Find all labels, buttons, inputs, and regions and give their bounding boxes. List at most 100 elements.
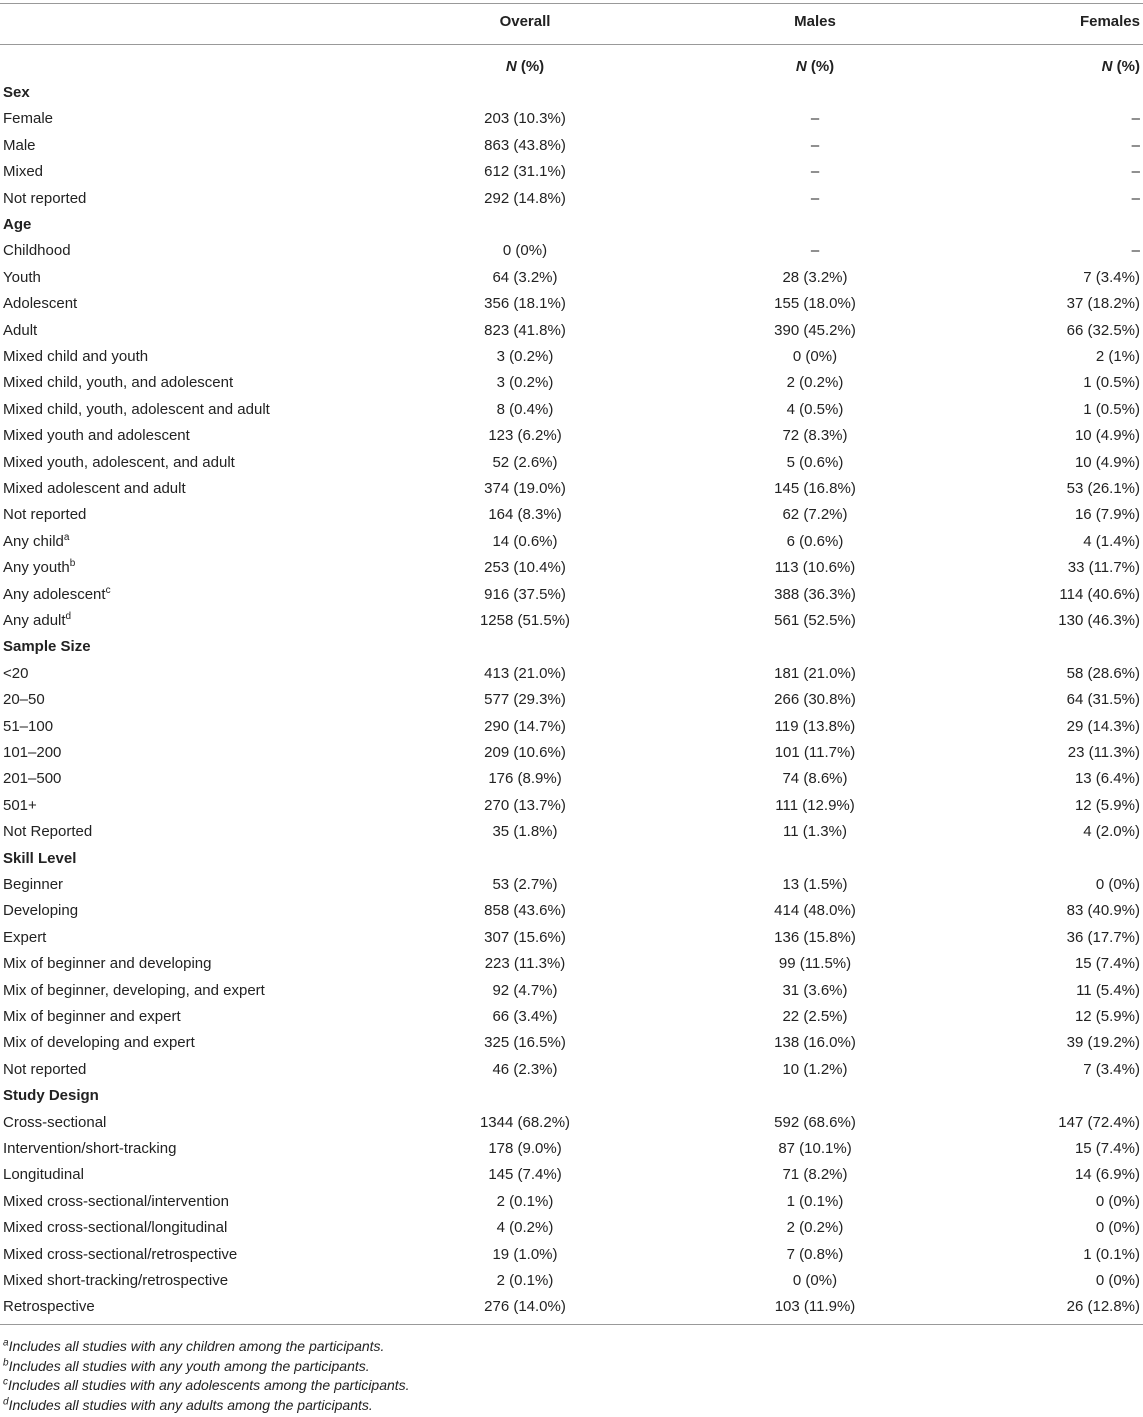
cell: 87 (10.1%): [778, 1140, 852, 1157]
cell: 13 (6.4%): [1074, 770, 1140, 788]
data-row: Retrospective 276 (14.0%) 103 (11.9%) 26 (1…: [0, 1294, 1143, 1320]
row-label-text: Male: [3, 136, 36, 154]
cell: 4 (2.0%): [1083, 823, 1140, 841]
cell: 16 (7.9%): [1074, 506, 1140, 524]
section-row: Sex: [0, 80, 1143, 106]
section-title: Study Design: [3, 1087, 99, 1105]
row-label-text: Not reported: [3, 506, 87, 524]
row-label: Mixed child and youth: [3, 344, 148, 370]
cell: 4 (0.5%): [786, 400, 844, 418]
footnote-text: Includes all studies with any youth amon…: [8, 1357, 370, 1374]
row-label-text: Developing: [3, 902, 79, 920]
row-label-text: 51–100: [3, 717, 54, 735]
row-label-text: Not reported: [3, 189, 87, 207]
cell: 66 (32.5%): [1066, 321, 1140, 339]
cell: –: [810, 189, 820, 207]
cell: 1258 (51.5%): [479, 612, 571, 629]
row-label-text: Intervention/short-tracking: [3, 1140, 177, 1157]
section-title: Age: [3, 216, 32, 233]
cell: –: [1131, 163, 1140, 181]
cell: –: [810, 110, 820, 128]
cell: 23 (11.3%): [1067, 744, 1140, 761]
cell: 12 (5.9%): [1074, 796, 1140, 814]
data-row: Childhood 0 (0%) – –: [0, 238, 1143, 264]
data-row: Mixed child and youth 3 (0.2%) 0 (0%) 2 (1%…: [0, 344, 1143, 370]
cell: 1344 (68.2%): [479, 1113, 571, 1131]
subheader-symbol: N: [1101, 58, 1113, 75]
row-label: Mix of beginner, developing, and expert: [3, 978, 265, 1004]
cell: 4 (0.2%): [496, 1219, 554, 1237]
cell: 64 (31.5%): [1066, 691, 1140, 709]
row-label-text: Expert: [3, 928, 47, 946]
subheader: N (%): [690, 54, 940, 80]
data-row: Beginner 53 (2.7%) 13 (1.5%) 0 (0%): [0, 872, 1143, 898]
cell: 612 (31.1%): [484, 163, 566, 181]
cell: 62 (7.2%): [782, 506, 848, 524]
bottom-rule: [0, 1323, 1143, 1325]
cell: 12 (5.9%): [1074, 1008, 1140, 1025]
cell: 413 (21.0%): [484, 664, 566, 682]
row-label: Mix of beginner and developing: [3, 951, 211, 977]
data-row: Male 863 (43.8%) – –: [0, 133, 1143, 159]
row-label: Any childa: [3, 529, 69, 555]
cell: 356 (18.1%): [484, 295, 566, 313]
cell: –: [1131, 242, 1140, 260]
section-title: Sex: [3, 84, 30, 101]
cell: 577 (29.3%): [484, 691, 566, 709]
cell: 270 (13.7%): [484, 796, 566, 814]
data-row: Mixed adolescent and adult 374 (19.0%) 145…: [0, 476, 1143, 502]
footnote-text: Includes all studies with any children a…: [8, 1338, 385, 1354]
cell: 11 (5.4%): [1076, 981, 1140, 999]
subheader: N (%): [400, 54, 650, 80]
data-row: 51–100 290 (14.7%) 119 (13.8%) 29 (14.3%): [0, 714, 1143, 740]
cell: 14 (6.9%): [1074, 1166, 1140, 1184]
row-label-text: Longitudinal: [3, 1166, 84, 1184]
cell: 181 (21.0%): [774, 664, 856, 682]
row-label-text: Female: [3, 110, 54, 128]
cell: –: [810, 136, 820, 154]
row-label-text: Mixed child, youth, and adolescent: [3, 374, 234, 392]
footnote: bIncludes all studies with any youth amo…: [3, 1357, 410, 1377]
cell: 10 (1.2%): [782, 1060, 848, 1078]
subheader-symbol: N: [505, 58, 517, 75]
row-label-text: Mixed youth, adolescent, and adult: [3, 453, 235, 471]
cell: 223 (11.3%): [484, 955, 566, 973]
note-mark: a: [63, 531, 70, 543]
cell: 52 (2.6%): [492, 453, 558, 471]
row-label-text: Any adult: [3, 612, 66, 629]
row-label-text: 201–500: [3, 770, 62, 788]
cell: 0 (0%): [1095, 1192, 1140, 1210]
row-label-text: Mixed cross-sectional/longitudinal: [3, 1219, 228, 1237]
row-label: 201–500: [3, 766, 61, 792]
row-label-text: Mixed adolescent and adult: [3, 480, 186, 497]
column-header: Overall: [499, 13, 551, 30]
row-label-text: Cross-sectional: [3, 1113, 107, 1131]
cell: 119 (13.8%): [774, 717, 856, 735]
cell: 374 (19.0%): [484, 480, 566, 497]
data-row: Mixed youth and adolescent 123 (6.2%) 72 (…: [0, 423, 1143, 449]
row-label: Mixed: [3, 159, 43, 185]
row-label: Any youthb: [3, 555, 75, 581]
cell: –: [1131, 189, 1140, 207]
cell: 19 (1.0%): [492, 1245, 558, 1263]
footnote-mark: b: [3, 1357, 9, 1369]
row-label: Expert: [3, 925, 46, 951]
cell: 1 (0.1%): [786, 1192, 844, 1210]
data-row: Not reported 164 (8.3%) 62 (7.2%) 16 (7.9%): [0, 502, 1143, 528]
cell: 58 (28.6%): [1066, 664, 1140, 682]
row-label: Male: [3, 133, 36, 159]
cell: 276 (14.0%): [484, 1298, 566, 1316]
data-row: Any childa 14 (0.6%) 6 (0.6%) 4 (1.4%): [0, 529, 1143, 555]
cell: 10 (4.9%): [1074, 453, 1140, 471]
subheader-symbol: N: [795, 58, 807, 75]
cell: 14 (0.6%): [492, 532, 558, 550]
cell: 0 (0%): [502, 242, 548, 260]
note-mark: c: [105, 584, 111, 596]
footnote-mark: c: [3, 1376, 8, 1388]
cell: 0 (0%): [1095, 876, 1140, 893]
row-label-text: Mixed cross-sectional/retrospective: [3, 1245, 238, 1263]
cell: 92 (4.7%): [492, 981, 558, 999]
row-label: 20–50: [3, 687, 45, 713]
data-row: 501+ 270 (13.7%) 111 (12.9%) 12 (5.9%): [0, 793, 1143, 819]
